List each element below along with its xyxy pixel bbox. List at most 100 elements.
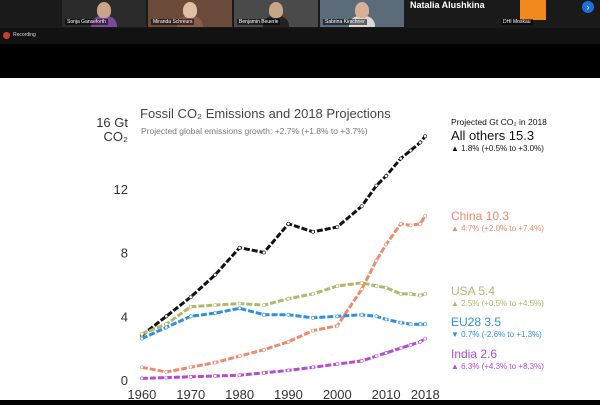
next-participants-button[interactable]: ›	[582, 1, 594, 13]
participant-name: Sonja Ganseforth	[65, 19, 108, 25]
data-point	[335, 225, 340, 229]
participant-tile[interactable]: Sabrina Kirschner	[320, 0, 404, 27]
series-growth: ▲ 2.5% (+0.5% to +4.5%)	[451, 299, 544, 308]
data-point	[398, 291, 403, 296]
x-tick-label: 2000	[323, 387, 352, 400]
data-point	[335, 362, 340, 367]
data-point	[310, 328, 315, 333]
data-point	[423, 336, 428, 341]
y-axis-unit: CO₂	[103, 129, 128, 144]
x-tick-label: 1990	[274, 387, 303, 400]
participant-strip: Sonja Ganseforth Miranda Schreurs Benjam…	[0, 0, 600, 28]
data-point	[423, 291, 428, 296]
data-point	[188, 295, 193, 300]
data-point	[286, 312, 291, 317]
data-point	[384, 242, 389, 247]
data-point	[384, 317, 389, 322]
data-point	[408, 223, 413, 228]
participant-name-large[interactable]: Natalia Alushkina	[410, 0, 485, 10]
data-point	[374, 354, 379, 359]
series-labels: All others 15.3▲ 1.8% (+0.5% to +3.0%) Ch…	[451, 128, 544, 371]
series-line	[141, 337, 427, 380]
data-point	[139, 336, 144, 341]
y-axis-label: 16 Gt	[96, 115, 128, 130]
recording-icon	[3, 32, 10, 39]
participant-face	[97, 2, 111, 18]
data-point	[188, 365, 193, 370]
data-point	[237, 354, 242, 359]
x-tick-label: 2018	[411, 387, 440, 400]
participant-face	[269, 2, 283, 18]
data-point	[359, 358, 364, 363]
data-point	[384, 350, 389, 355]
data-point	[213, 272, 218, 277]
data-point	[286, 221, 291, 226]
data-point	[213, 374, 218, 378]
recording-bar: Recording	[0, 28, 600, 44]
data-point	[374, 314, 379, 319]
data-point	[374, 258, 379, 263]
data-point	[384, 174, 389, 178]
data-point	[213, 303, 218, 308]
data-point	[262, 312, 266, 317]
data-point	[164, 325, 169, 330]
data-point	[188, 374, 193, 379]
data-point	[423, 322, 428, 327]
data-point	[374, 183, 379, 188]
data-point	[423, 134, 428, 139]
x-tick-label: 1960	[127, 387, 156, 400]
data-point	[408, 291, 413, 296]
participant-tile[interactable]: DHI Moskau	[498, 0, 576, 27]
series-line	[140, 135, 427, 337]
emissions-chart: Fossil CO₂ Emissions and 2018 Projection…	[96, 106, 547, 402]
data-point	[262, 303, 266, 308]
data-point	[188, 304, 193, 309]
data-point	[262, 370, 266, 375]
axes: 0 4 8 12 1960 1970 1980 1990 2000 2010 2018	[114, 182, 440, 402]
participant-tile[interactable]: Miranda Schreurs	[148, 0, 232, 27]
series-growth: ▲ 6.3% (+4.3% to +8.3%)	[451, 362, 544, 371]
participant-name: DHI Moskau	[501, 19, 533, 25]
data-point	[310, 315, 315, 320]
participant-tile[interactable]: Sonja Ganseforth	[62, 0, 146, 27]
dhi-logo-icon	[520, 0, 546, 20]
data-point	[418, 293, 423, 298]
series-label: China 10.3	[451, 209, 509, 223]
shared-slide: Fossil CO₂ Emissions and 2018 Projection…	[0, 78, 600, 402]
x-tick-label: 1970	[176, 387, 205, 400]
series-growth: ▲ 4.7% (+2.0% to +7.4%)	[451, 224, 544, 233]
recording-label: Recording	[13, 32, 36, 38]
legend-header: Projected Gt CO₂ in 2018	[451, 117, 547, 127]
data-point	[418, 339, 423, 344]
data-point	[310, 229, 315, 234]
data-point	[398, 156, 403, 161]
participant-name: Benjamin Beuerle	[237, 19, 281, 25]
series-growth: ▼ 0.7% (-2.6% to +1.3%)	[451, 330, 542, 339]
y-tick-label: 12	[114, 182, 128, 197]
data-point	[359, 204, 364, 209]
data-point	[139, 365, 144, 370]
data-point	[213, 360, 218, 365]
series-line	[141, 281, 426, 336]
data-point	[423, 213, 428, 218]
participant-face	[183, 2, 197, 18]
data-point	[418, 140, 423, 145]
data-point	[262, 347, 266, 352]
data-point	[418, 322, 423, 327]
data-point	[164, 370, 169, 374]
data-point	[374, 284, 379, 288]
data-point	[286, 296, 291, 301]
data-point	[398, 320, 403, 325]
data-point	[237, 301, 242, 306]
data-point	[139, 331, 144, 336]
data-point	[359, 280, 364, 285]
participant-face	[355, 2, 369, 18]
participant-tile[interactable]: Benjamin Beuerle	[234, 0, 318, 27]
data-point	[398, 346, 403, 351]
series-growth: ▲ 1.8% (+0.5% to +3.0%)	[451, 144, 544, 153]
data-point	[359, 312, 364, 317]
data-point	[164, 375, 169, 380]
data-point	[408, 322, 413, 327]
data-point	[408, 342, 413, 347]
series-line	[141, 215, 427, 374]
